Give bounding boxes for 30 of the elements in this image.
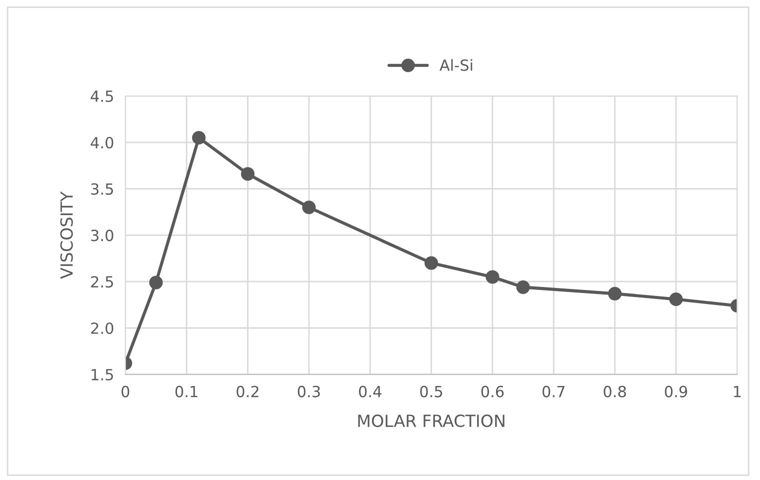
point [608, 286, 622, 300]
x-tick-label: 0.8 [604, 386, 626, 398]
y-tick-label: 2.5 [91, 276, 113, 288]
x-tick-label: 0 [122, 386, 130, 398]
point [192, 130, 206, 145]
x-tick-label: 0.2 [236, 386, 258, 398]
point [669, 292, 683, 306]
y-axis-title: VISCOSITY [60, 191, 73, 279]
point [516, 280, 530, 294]
x-tick-label: 0.4 [358, 386, 382, 398]
x-tick-label: 1 [734, 386, 741, 398]
point [302, 200, 316, 214]
x-tick-label: 0.5 [420, 386, 442, 398]
x-tick-label: 0.3 [298, 386, 320, 398]
y-tick-label: 4.5 [90, 90, 113, 102]
y-tick-label: 1.5 [92, 369, 113, 380]
legend-label: Al-Si [440, 59, 472, 71]
point [486, 270, 500, 284]
point [149, 276, 163, 290]
x-tick-label: 0.7 [542, 386, 565, 398]
x-tick-label: 0.1 [175, 386, 198, 398]
x-tick-label: 0.6 [481, 386, 504, 398]
x-axis-title: MOLAR FRACTION [358, 414, 504, 428]
point [424, 256, 438, 270]
y-tick-label: 3.0 [91, 230, 114, 242]
y-tick-label: 4.0 [90, 136, 114, 148]
y-tick-label: 3.5 [91, 183, 113, 195]
y-tick-label: 2.0 [91, 322, 114, 334]
x-tick-label: 0.9 [664, 386, 688, 398]
point [240, 167, 255, 181]
